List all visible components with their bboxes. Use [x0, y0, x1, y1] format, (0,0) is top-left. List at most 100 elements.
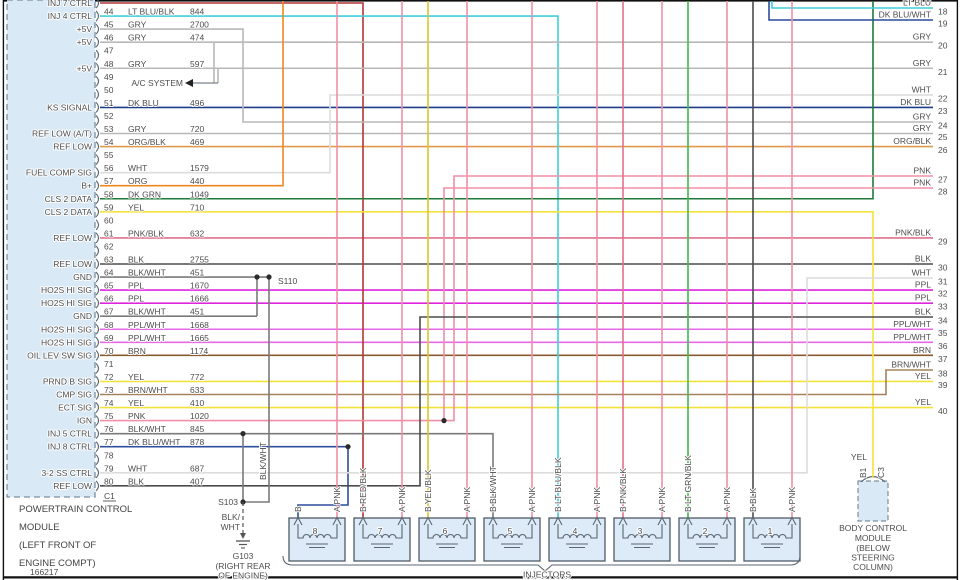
wire-org — [100, 1, 284, 187]
pcm-wire-color-label: BLK — [128, 255, 144, 265]
pcm-pin-number: 64 — [104, 268, 114, 278]
bcm-title-line4: STEERING — [851, 553, 894, 563]
pcm-pin-label: +5V — [77, 37, 93, 47]
wire-gry — [100, 28, 933, 123]
injector-number: 8 — [313, 526, 318, 536]
pin-bracket-icon — [95, 389, 100, 400]
offpage-wire-color-label: YEL — [915, 371, 931, 381]
splice-labels: S110 S103 BLK/ WHT BLK/WHT G103 (RIGHT R… — [214, 275, 298, 580]
offpage-wire-color-label: DK BLU — [900, 97, 931, 107]
injector-b-terminal-label: B LT GRN/BLK — [683, 455, 693, 512]
pcm-circuit-number: 1579 — [190, 163, 209, 173]
injector-a-terminal-label: A PNK — [722, 487, 732, 512]
pin-bracket-icon — [95, 428, 100, 440]
offpage-wire-color-label: PPL — [915, 293, 931, 303]
injectors-group-label: INJECTORS — [523, 570, 571, 580]
offpage-row-number: 27 — [938, 175, 948, 185]
pcm-pin-number: 74 — [104, 398, 114, 408]
pcm-circuit-number: 407 — [190, 476, 204, 486]
pcm-wire-color-label: ORG/BLK — [128, 137, 166, 147]
injector-group: INJECTORS — [282, 555, 801, 580]
offpage-wire-color-label: PNK — [914, 178, 932, 188]
injector-a-terminal-label: A PNK — [462, 487, 472, 512]
pcm-wire-color-label: WHT — [128, 163, 147, 173]
connector-arrow-icon — [423, 516, 433, 526]
wire-lt-blu-blk — [100, 15, 559, 518]
connector-arrow-icon — [332, 516, 342, 526]
offpage-wire-color-label: PNK/BLK — [895, 227, 931, 237]
pcm-wire-color-label: BLK/WHT — [128, 307, 166, 317]
pcm-wire-color-label: PPL — [128, 294, 144, 304]
offpage-wire-color-label: GRY — [913, 32, 932, 42]
pin-bracket-icon — [95, 115, 100, 126]
offpage-wire-color-label: GRY — [913, 58, 932, 68]
splice-dot-icon — [254, 274, 260, 280]
bcm-wire-color-label: YEL — [851, 452, 867, 462]
offpage-row-number: 30 — [938, 263, 948, 273]
wire-lt-blu — [771, 1, 933, 9]
pcm-pin-label: CLS 2 DATA — [45, 194, 93, 204]
pin-bracket-icon — [95, 62, 100, 74]
pcm-title-line4: ENGINE COMPT) — [19, 558, 96, 569]
connector-arrow-icon — [553, 516, 563, 526]
injector-a-terminal-label: A PNK — [592, 487, 602, 512]
pcm-title-line1: POWERTRAIN CONTROL — [19, 504, 132, 515]
offpage-row-number: 38 — [938, 369, 948, 379]
offpage-wire-color-label: YEL — [915, 397, 931, 407]
injector-coil-icon — [362, 524, 403, 549]
s103-wire-color-line2: WHT — [221, 522, 240, 532]
offpage-arrow-icon — [185, 79, 193, 87]
injector-coil-icon — [687, 524, 728, 549]
pin-bracket-icon — [95, 141, 100, 152]
wire-blk — [100, 316, 933, 487]
pcm-pin-number: 56 — [104, 163, 114, 173]
pcm-pin-number: 61 — [104, 228, 114, 238]
pcm-circuit-number: 844 — [190, 7, 204, 17]
injector-b-terminal-label: B YEL/BLK — [423, 469, 433, 512]
pcm-circuit-number: 1049 — [190, 189, 209, 199]
pcm-circuit-number: 845 — [190, 424, 204, 434]
ac-system-label: A/C SYSTEM — [132, 78, 183, 88]
offpage-row-number: 33 — [938, 302, 948, 312]
pcm-wire-color-label: GRY — [128, 20, 147, 30]
bcm-title-line3: (BELOW — [856, 543, 890, 553]
offpage-wire-color-label: BLK — [915, 307, 931, 317]
offpage-row-number: 29 — [938, 236, 948, 246]
pin-bracket-icon — [95, 363, 100, 374]
pcm-pin-label: +5V — [77, 24, 93, 34]
pcm-wire-color-label: LT BLU/BLK — [128, 7, 175, 17]
offpage-row-number: 34 — [938, 316, 948, 326]
injector-coil-icon — [622, 524, 663, 549]
wire-pnk — [443, 187, 933, 421]
pcm-circuit-number: 440 — [190, 176, 204, 186]
injectors-brace-icon — [282, 555, 801, 572]
pcm-pin-label: ECT SIG — [58, 403, 92, 413]
pin-bracket-icon — [95, 323, 100, 335]
pin-bracket-icon — [95, 402, 100, 413]
connector-arrow-icon — [657, 516, 667, 526]
injector-coil-icon — [297, 524, 338, 549]
pcm-wire-color-label: PNK/BLK — [128, 228, 164, 238]
pcm-title: POWERTRAIN CONTROL MODULE (LEFT FRONT OF… — [18, 503, 133, 570]
pin-bracket-icon — [95, 310, 100, 322]
splice-dot-icon — [240, 431, 246, 437]
pcm-pin-number: 65 — [104, 281, 114, 291]
offpage-row-number: 35 — [938, 328, 948, 338]
pcm-pin-number: 67 — [104, 307, 114, 317]
pcm-circuit-number: 474 — [190, 33, 204, 43]
pcm-circuit-number: 410 — [190, 398, 204, 408]
pcm-pin-number: 54 — [104, 137, 114, 147]
pin-bracket-icon — [95, 467, 100, 479]
connector-arrow-icon — [462, 516, 472, 526]
pcm-circuit-number: 496 — [190, 98, 204, 108]
splice-s103-label: S103 — [218, 497, 238, 507]
pin-bracket-icon — [95, 167, 100, 179]
connector-arrow-icon — [748, 516, 758, 526]
pcm-circuit-number: 710 — [190, 202, 204, 212]
pcm-pin-number: 75 — [104, 411, 114, 421]
connector-arrow-icon — [358, 516, 368, 526]
pcm-circuit-number: 451 — [190, 307, 204, 317]
connector-arrow-icon — [618, 516, 628, 526]
